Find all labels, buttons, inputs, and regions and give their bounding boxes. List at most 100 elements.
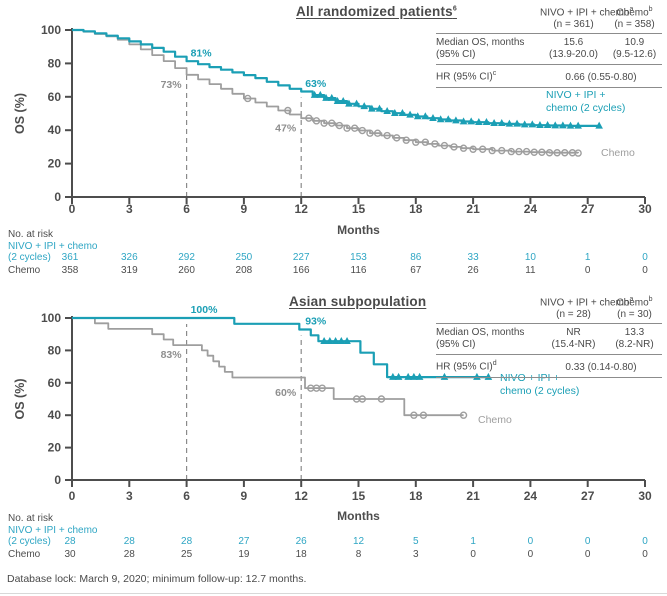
median-os-arm2-value: 10.9 xyxy=(624,37,645,49)
svg-text:NIVO + IPI +: NIVO + IPI + xyxy=(546,89,606,101)
median-os-arm1-ci: (13.9-20.0) xyxy=(549,49,598,61)
svg-text:116: 116 xyxy=(351,265,367,276)
svg-text:8: 8 xyxy=(356,549,362,560)
svg-text:0: 0 xyxy=(69,202,76,216)
svg-text:27: 27 xyxy=(238,536,250,547)
svg-text:0: 0 xyxy=(642,252,648,263)
svg-text:93%: 93% xyxy=(305,316,327,328)
svg-text:1: 1 xyxy=(470,536,476,547)
arm2-footnote: b xyxy=(648,6,653,13)
x-axis-label: Months xyxy=(337,509,380,523)
svg-text:0: 0 xyxy=(54,473,61,487)
svg-text:40: 40 xyxy=(48,408,62,422)
svg-text:18: 18 xyxy=(296,549,308,560)
median-os-label-line1: Median OS, months xyxy=(436,327,525,339)
stats-hr-row: HR (95% CI)c 0.66 (0.55-0.80) xyxy=(436,65,662,88)
svg-text:3: 3 xyxy=(126,489,133,503)
hr-label: HR (95% CI)d xyxy=(436,358,540,373)
svg-text:0: 0 xyxy=(585,549,591,560)
panel-asian-subpopulation: 0 20 40 60 80 100 0 3 6 9 12 15 18 21 24 27 30 OS (%) Mont… xyxy=(0,290,667,570)
hr-value: 0.66 (0.55-0.80) xyxy=(565,71,637,83)
svg-text:6: 6 xyxy=(183,489,190,503)
svg-text:30: 30 xyxy=(638,202,652,216)
median-os-label: Median OS, months (95% CI) xyxy=(436,37,540,61)
median-os-label-line2: (95% CI) xyxy=(436,339,476,351)
svg-text:40: 40 xyxy=(48,123,62,137)
svg-text:166: 166 xyxy=(293,265,310,276)
panel-title-text: Asian subpopulation xyxy=(289,294,427,309)
svg-text:18: 18 xyxy=(409,489,423,503)
svg-text:9: 9 xyxy=(241,202,248,216)
median-os-arm2-value: 13.3 xyxy=(624,327,645,339)
svg-text:80: 80 xyxy=(48,56,62,70)
hr-label: HR (95% CI)c xyxy=(436,68,540,83)
svg-text:0: 0 xyxy=(585,265,591,276)
svg-text:0: 0 xyxy=(54,190,61,204)
arm1-n: (n = 361) xyxy=(553,19,594,31)
svg-text:28: 28 xyxy=(124,549,136,560)
svg-text:358: 358 xyxy=(62,265,79,276)
panel-all-randomized: 0 20 40 60 80 100 0 3 6 9 12 15 18 21 24 27 30 OS (%) Mont… xyxy=(0,0,667,290)
arm1-footnote: a xyxy=(629,6,634,13)
svg-text:15: 15 xyxy=(352,202,366,216)
svg-text:292: 292 xyxy=(178,252,195,263)
stats-arm1-header: NIVO + IPI + chemoa (n = 28) xyxy=(540,294,633,321)
svg-text:0: 0 xyxy=(528,549,534,560)
stats-median-row: Median OS, months (95% CI) 15.6 (13.9-20.0… xyxy=(436,34,662,66)
svg-text:250: 250 xyxy=(236,252,253,263)
axes: 0 20 40 60 80 100 0 3 6 9 12 15 18 21 24 27 30 OS (%) Mont… xyxy=(13,23,652,237)
landmark-annotations: 81% 73% 63% 47% xyxy=(161,48,327,135)
stats-table: NIVO + IPI + chemoa (n = 361) Chemob (n = … xyxy=(436,3,662,88)
stats-arm1-header: NIVO + IPI + chemoa (n = 361) xyxy=(540,4,633,31)
median-os-arm1-value: NR xyxy=(566,327,581,339)
stats-median-row: Median OS, months (95% CI) NR (15.4-NR) 13… xyxy=(436,324,662,356)
stats-hr-row: HR (95% CI)d 0.33 (0.14-0.80) xyxy=(436,355,662,378)
svg-text:26: 26 xyxy=(296,536,308,547)
stats-arm2-header: Chemob (n = 30) xyxy=(607,294,662,321)
y-axis-label: OS (%) xyxy=(13,93,27,134)
stats-header-row: NIVO + IPI + chemoa (n = 361) Chemob (n = … xyxy=(436,3,662,35)
svg-text:60%: 60% xyxy=(275,387,297,399)
svg-text:86: 86 xyxy=(410,252,422,263)
svg-text:11: 11 xyxy=(525,265,536,276)
os-curve-chemo xyxy=(72,29,582,157)
arm1-footnote: a xyxy=(629,296,634,303)
svg-text:(2 cycles): (2 cycles) xyxy=(8,536,51,547)
svg-text:100: 100 xyxy=(41,23,61,37)
svg-text:NIVO + IPI +: NIVO + IPI + xyxy=(500,372,560,384)
svg-text:26: 26 xyxy=(468,265,480,276)
svg-text:Chemo: Chemo xyxy=(601,147,635,159)
svg-text:227: 227 xyxy=(293,252,310,263)
svg-text:30: 30 xyxy=(64,549,76,560)
svg-text:Chemo: Chemo xyxy=(8,265,41,276)
svg-text:Chemo: Chemo xyxy=(8,549,41,560)
svg-text:24: 24 xyxy=(524,202,538,216)
svg-text:0: 0 xyxy=(642,265,648,276)
svg-text:27: 27 xyxy=(581,489,595,503)
panel-title: All randomized patients6 xyxy=(296,4,457,19)
svg-text:0: 0 xyxy=(69,489,76,503)
svg-text:30: 30 xyxy=(638,489,652,503)
svg-text:67: 67 xyxy=(410,265,422,276)
y-axis-label: OS (%) xyxy=(13,379,27,420)
stats-table: NIVO + IPI + chemoa (n = 28) Chemob (n = 3… xyxy=(436,293,662,378)
arm2-n: (n = 30) xyxy=(617,309,652,321)
landmark-annotations: 100% 83% 93% 60% xyxy=(161,304,327,399)
hr-value: 0.33 (0.14-0.80) xyxy=(565,361,637,373)
svg-text:12: 12 xyxy=(295,202,309,216)
svg-text:(2 cycles): (2 cycles) xyxy=(8,252,51,263)
svg-text:100: 100 xyxy=(41,311,61,325)
os-curve-chemo xyxy=(72,317,468,419)
svg-text:28: 28 xyxy=(181,536,193,547)
panel-title-text: All randomized patients xyxy=(296,4,453,19)
svg-text:21: 21 xyxy=(466,202,480,216)
hr-label-text: HR (95% CI) xyxy=(436,361,493,373)
panel-title: Asian subpopulation xyxy=(289,294,426,309)
svg-text:63%: 63% xyxy=(305,78,327,90)
median-os-arm2-ci: (8.2-NR) xyxy=(615,339,654,351)
svg-text:326: 326 xyxy=(121,252,138,263)
median-os-arm1-ci: (15.4-NR) xyxy=(551,339,596,351)
svg-text:60: 60 xyxy=(48,90,62,104)
svg-text:208: 208 xyxy=(236,265,253,276)
